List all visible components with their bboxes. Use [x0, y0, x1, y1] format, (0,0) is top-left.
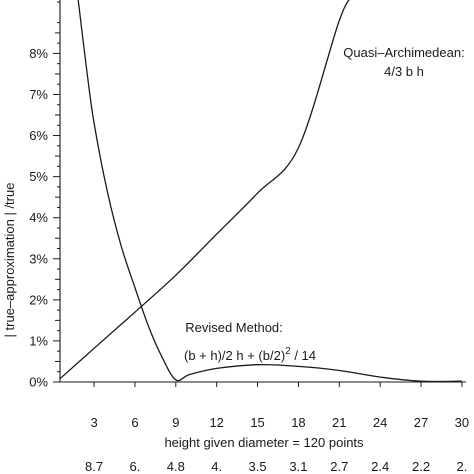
y-tick-label-4: 4% — [29, 210, 48, 225]
x-tick-label-diameter-15: 3.5 — [249, 459, 267, 474]
x-tick-label-diameter-24: 2.4 — [371, 459, 389, 474]
y-axis-label: | true–approximation | /true — [2, 183, 17, 338]
x-axis-ticks: 38.766.94.8124.153.5183.1212.7242.4272.2… — [85, 382, 469, 474]
x-tick-label-21: 21 — [332, 415, 346, 430]
series-revised-method-curve — [77, 0, 462, 383]
x-tick-label-diameter-30: 2. — [456, 459, 467, 474]
x-tick-label-27: 27 — [414, 415, 428, 430]
x-tick-label-18: 18 — [291, 415, 305, 430]
annotation-quasi-archimedean-formula: 4/3 b h — [384, 64, 424, 79]
x-axis-label: height given diameter = 120 points — [164, 435, 364, 450]
x-tick-label-diameter-18: 3.1 — [289, 459, 307, 474]
x-tick-label-24: 24 — [373, 415, 387, 430]
y-tick-label-7: 7% — [29, 87, 48, 102]
formula-base: (b + h)/2 h + (b/2) — [184, 348, 285, 363]
x-tick-label-9: 9 — [172, 415, 179, 430]
y-tick-label-2: 2% — [29, 292, 48, 307]
formula-tail: / 14 — [291, 348, 316, 363]
annotation-quasi-archimedean-title: Quasi–Archimedean: — [343, 45, 464, 60]
x-tick-label-30: 30 — [455, 415, 469, 430]
y-tick-label-8: 8% — [29, 46, 48, 61]
series-layer — [59, 0, 462, 383]
x-tick-label-diameter-3: 8.7 — [85, 459, 103, 474]
x-tick-label-diameter-6: 6. — [130, 459, 141, 474]
series-quasi-archimedean-curve — [59, 0, 350, 380]
x-tick-label-diameter-21: 2.7 — [330, 459, 348, 474]
y-tick-label-0: 0% — [29, 375, 48, 390]
y-tick-label-5: 5% — [29, 169, 48, 184]
y-axis-ticks: 0% 1% 2% 3% 4% 5% 6% 7% 8% — [29, 1, 60, 390]
x-tick-label-3: 3 — [90, 415, 97, 430]
y-tick-label-3: 3% — [29, 251, 48, 266]
annotation-revised-method-title: Revised Method: — [185, 320, 283, 335]
x-tick-label-diameter-27: 2.2 — [412, 459, 430, 474]
x-tick-label-15: 15 — [250, 415, 264, 430]
y-tick-label-6: 6% — [29, 128, 48, 143]
annotation-revised-method-formula: (b + h)/2 h + (b/2)2 / 14 — [184, 346, 316, 363]
y-tick-label-1: 1% — [29, 333, 48, 348]
x-tick-label-6: 6 — [131, 415, 138, 430]
x-tick-label-diameter-12: 4. — [211, 459, 222, 474]
x-tick-label-12: 12 — [209, 415, 223, 430]
formula-superscript: 2 — [285, 346, 291, 357]
x-tick-label-diameter-9: 4.8 — [167, 459, 185, 474]
